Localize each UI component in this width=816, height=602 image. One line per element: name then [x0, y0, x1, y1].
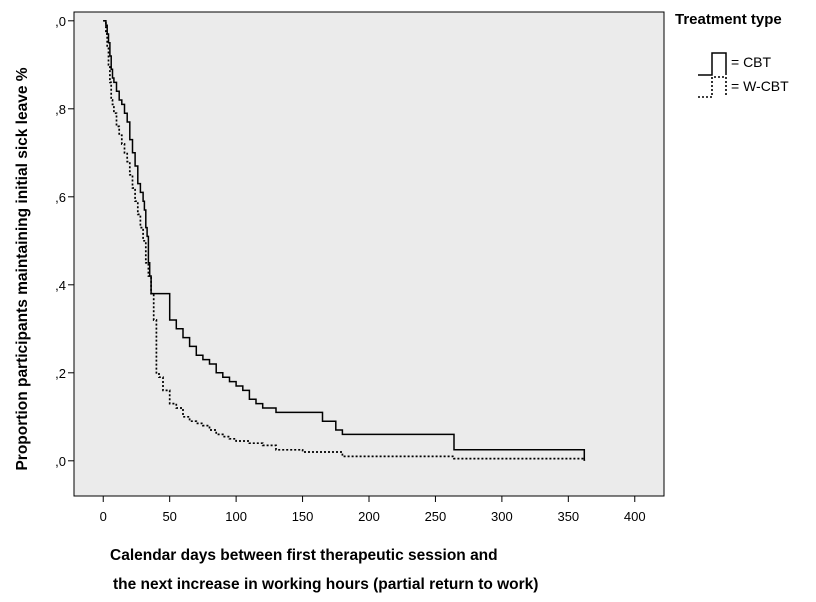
x-tick-label: 350	[557, 509, 579, 524]
legend-label-wcbt: = W-CBT	[731, 78, 789, 94]
x-axis-ticks: 0 50 100 150 200 250 300 350 400	[100, 496, 646, 524]
y-axis-title: Proportion participants maintaining init…	[14, 67, 31, 470]
x-tick-label: 150	[292, 509, 314, 524]
x-tick-label: 0	[100, 509, 107, 524]
x-tick-label: 300	[491, 509, 513, 524]
x-axis-title-line2: the next increase in working hours (part…	[113, 576, 538, 593]
y-tick-label: ,2	[55, 366, 66, 381]
x-tick-label: 200	[358, 509, 380, 524]
series-lines	[103, 19, 586, 461]
x-tick-label: 400	[624, 509, 646, 524]
legend-label-cbt: = CBT	[731, 54, 772, 70]
legend-title: Treatment type	[675, 11, 782, 28]
legend-swatch-wcbt	[698, 76, 727, 98]
x-tick-label: 50	[162, 509, 176, 524]
y-tick-label: ,6	[55, 190, 66, 205]
y-tick-label: ,8	[55, 102, 66, 117]
x-tick-label: 100	[225, 509, 247, 524]
x-tick-label: 250	[425, 509, 447, 524]
y-axis-ticks: ,0 ,2 ,4 ,6 ,8 ,0	[55, 14, 74, 469]
series-line-cbt	[103, 20, 586, 461]
x-axis-title-line1: Calendar days between first therapeutic …	[110, 547, 498, 564]
legend-swatch-cbt	[698, 52, 727, 76]
y-tick-label: ,0	[55, 14, 66, 29]
plot-area	[73, 11, 665, 497]
y-tick-label: ,0	[55, 454, 66, 469]
legend: Treatment type = CBT = W-CBT	[675, 11, 789, 98]
y-tick-label: ,4	[55, 278, 66, 293]
series-line-w-cbt	[103, 19, 586, 461]
